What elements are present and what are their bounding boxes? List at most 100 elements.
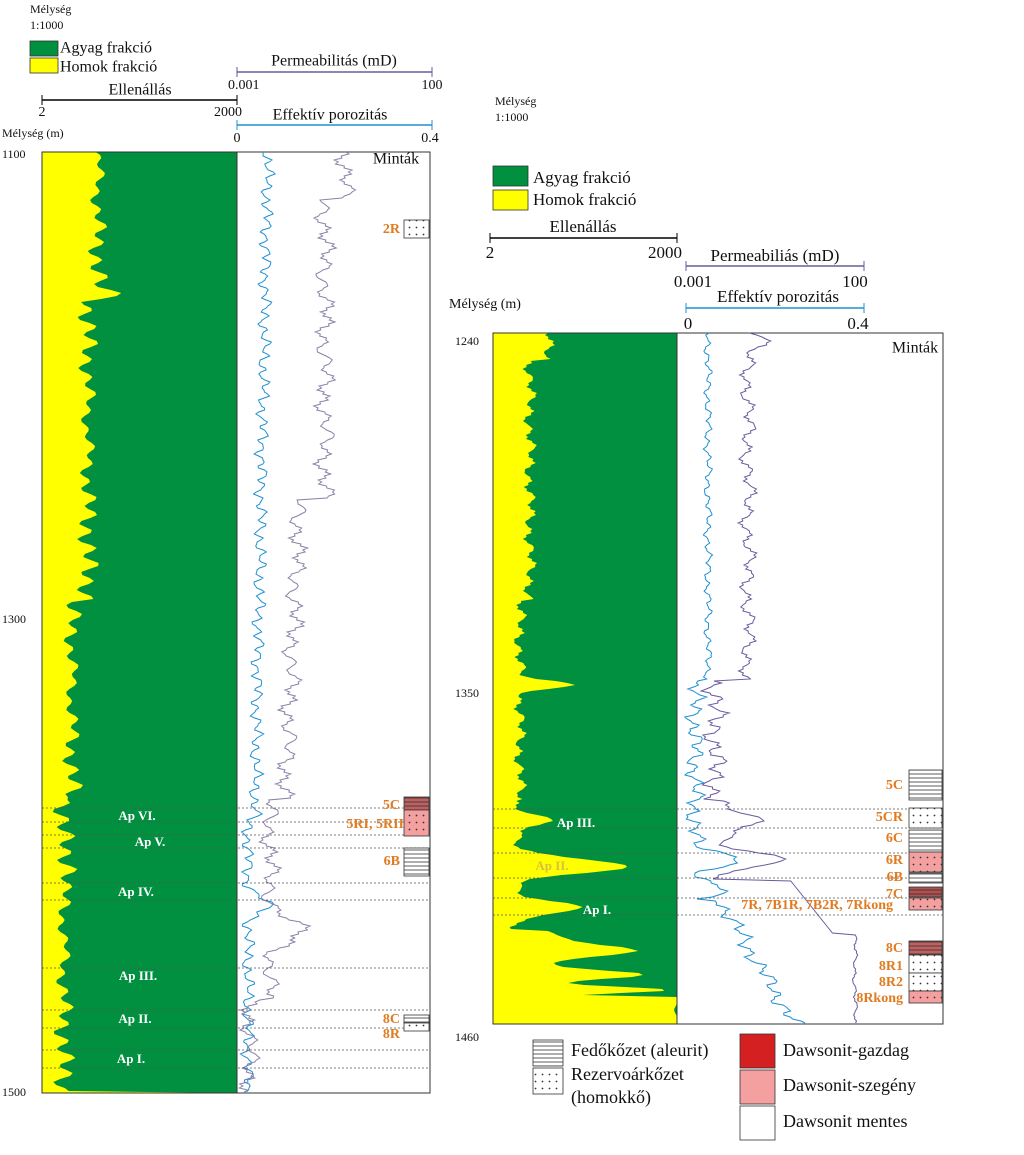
label: 2000 (648, 243, 682, 262)
label: 1:1000 (30, 18, 63, 32)
label: Mélység (495, 94, 536, 108)
legend-swatch (29, 57, 59, 74)
sample-label: 5C (886, 778, 903, 793)
label: 0 (684, 314, 693, 333)
label: 100 (422, 78, 443, 93)
label: Minták (373, 151, 419, 168)
zone-label: Ap IV. (118, 884, 154, 899)
key-swatch-pattern (533, 1040, 563, 1066)
key-label: Fedőkőzet (aleurit) (571, 1040, 708, 1061)
zone-label: Ap V. (135, 834, 166, 849)
porosity-curve (239, 151, 276, 1093)
legend-label: Homok frakció (60, 59, 157, 76)
label: 2 (39, 105, 46, 120)
label: Permeabiliás (mD) (711, 246, 840, 265)
label: Minták (892, 340, 938, 357)
permeability-curve (237, 151, 357, 1093)
sample-box-pattern (404, 1023, 429, 1031)
depth-label: 1100 (2, 147, 26, 161)
label: Permeabilitás (mD) (271, 53, 397, 70)
depth-label: 1350 (455, 686, 479, 700)
legend-swatch (492, 189, 529, 211)
key-swatch (739, 1069, 776, 1105)
label: Ellenállás (549, 217, 616, 236)
legend-swatch (492, 165, 529, 187)
sample-box-pattern (909, 887, 942, 897)
sample-label: 8Rkong (856, 991, 903, 1006)
clay-fill (52, 152, 238, 1093)
sample-label: 8R (383, 1027, 401, 1042)
sample-box-pattern (909, 955, 942, 973)
label: Effektív porozitás (717, 287, 839, 306)
depth-label: 1500 (2, 1085, 26, 1099)
sample-label: 8C (886, 941, 903, 956)
depth-label: 1460 (455, 1030, 479, 1044)
key-swatch (739, 1105, 776, 1141)
label: Effektív porozitás (273, 107, 388, 124)
clay-fill (509, 333, 677, 1024)
label: 0.001 (674, 272, 712, 291)
legend-label: Agyag frakció (533, 168, 631, 187)
sample-box-pattern (909, 941, 942, 955)
sample-label: 8R2 (879, 975, 903, 990)
sample-box-pattern (909, 873, 942, 883)
zone-label: Ap I. (583, 902, 611, 917)
sample-label: 7C (886, 887, 903, 902)
key-label: Rezervoárkőzet (571, 1064, 684, 1084)
porosity-curve (683, 332, 806, 1024)
key-label: Dawsonit-gazdag (783, 1040, 909, 1060)
sample-box-pattern (909, 852, 942, 872)
key-label: (homokkő) (571, 1087, 651, 1108)
sample-box-pattern (404, 797, 429, 810)
log-frame (41, 151, 431, 1094)
key-swatch (739, 1033, 776, 1069)
key-swatch-pattern (533, 1068, 563, 1094)
sample-box-pattern (404, 810, 429, 836)
sample-label: 5CR (876, 810, 904, 825)
sample-box-pattern (404, 1015, 429, 1023)
sample-label: 2R (383, 222, 401, 237)
label: 100 (842, 272, 868, 291)
sample-label: 6B (887, 870, 903, 885)
sample-box-pattern (909, 991, 942, 1003)
sample-box-pattern (909, 770, 942, 800)
label: 2000 (214, 105, 242, 120)
log-frame (492, 332, 944, 1025)
permeability-curve (699, 332, 859, 1024)
sample-label: 8R1 (879, 959, 903, 974)
sample-label: 5C (383, 798, 400, 813)
sample-label: 6C (886, 831, 903, 846)
sample-label: 5RI, 5RII (346, 817, 404, 832)
label: 1:1000 (495, 110, 528, 124)
zone-label: Ap VI. (118, 808, 155, 823)
label: Mélység (30, 2, 71, 16)
sample-label: 7R, 7B1R, 7B2R, 7Rkong (741, 898, 893, 913)
label: 0.4 (847, 314, 869, 333)
legend-label: Agyag frakció (60, 40, 152, 57)
label: Ellenállás (108, 82, 171, 99)
zone-label: Ap II. (535, 858, 568, 873)
sample-box-pattern (909, 973, 942, 991)
sample-label: 8C (383, 1012, 400, 1027)
legend-swatch (29, 40, 59, 57)
label: 0.001 (228, 78, 260, 93)
key-label: Dawsonit mentes (783, 1111, 907, 1131)
sample-box-pattern (404, 220, 429, 238)
zone-label: Ap I. (117, 1051, 145, 1066)
sample-label: 6B (384, 854, 400, 869)
zone-label: Ap II. (118, 1011, 151, 1026)
sample-label: 6R (886, 853, 904, 868)
label: Mélység (m) (449, 297, 521, 312)
depth-label: 1300 (2, 612, 26, 626)
label: 2 (486, 243, 495, 262)
label: 0.4 (421, 131, 439, 146)
legend-label: Homok frakció (533, 190, 636, 209)
label: Mélység (m) (2, 126, 64, 140)
depth-label: 1240 (455, 334, 479, 348)
key-label: Dawsonit-szegény (783, 1075, 916, 1095)
zone-label: Ap III. (557, 815, 595, 830)
zone-label: Ap III. (119, 968, 157, 983)
sample-box-pattern (404, 848, 429, 876)
sample-box-pattern (909, 898, 942, 910)
